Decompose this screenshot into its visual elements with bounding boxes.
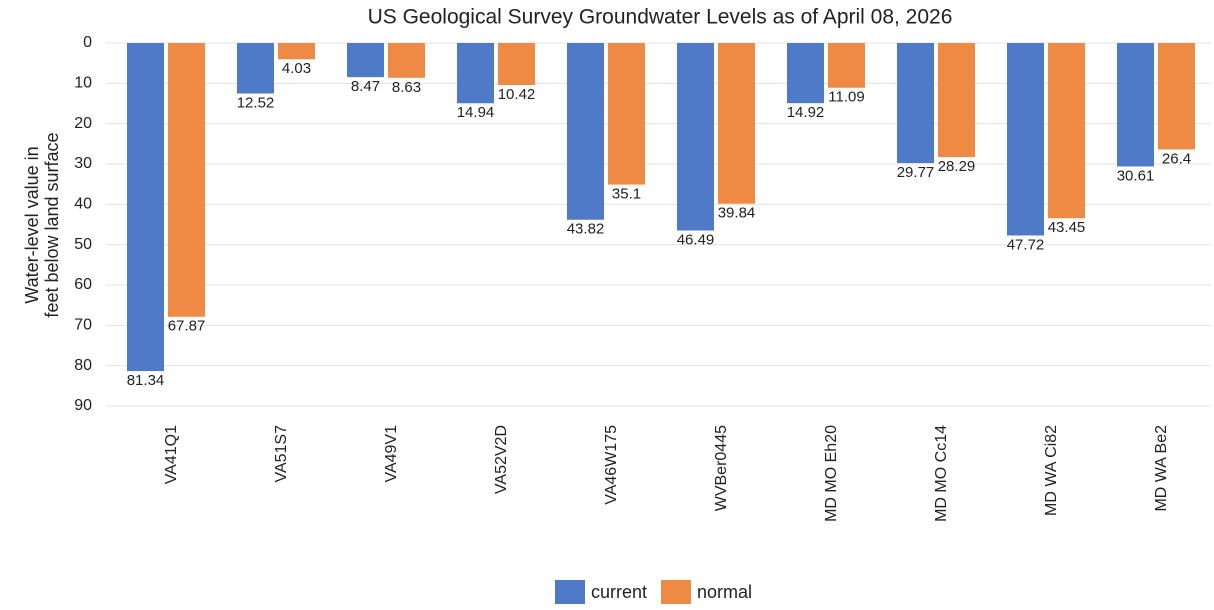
value-label: 39.84	[718, 205, 756, 222]
value-label: 35.1	[612, 186, 641, 203]
value-label: 81.34	[127, 372, 165, 389]
value-label: 43.82	[567, 221, 605, 238]
value-label: 46.49	[677, 231, 715, 248]
y-tick-label: 60	[74, 276, 92, 293]
bar	[498, 43, 535, 86]
x-tick-label: VA49V1	[383, 425, 400, 483]
bar	[278, 43, 315, 60]
legend-swatch	[661, 580, 692, 604]
value-label: 29.77	[897, 164, 935, 181]
value-label: 14.92	[787, 104, 825, 121]
bar	[1007, 43, 1044, 236]
bar	[127, 43, 164, 372]
y-tick-label: 0	[83, 34, 92, 51]
y-tick-label: 30	[74, 155, 92, 172]
value-label: 43.45	[1048, 219, 1086, 236]
bar	[567, 43, 604, 220]
bar	[1158, 43, 1195, 150]
value-label: 8.47	[351, 78, 380, 95]
value-label: 47.72	[1007, 236, 1045, 253]
y-tick-label: 20	[74, 115, 92, 132]
x-tick-label: MD MO Cc14	[933, 425, 950, 522]
y-tick-label: 50	[74, 236, 92, 253]
bar	[608, 43, 645, 185]
y-tick-label: 90	[74, 397, 92, 414]
bar	[828, 43, 865, 88]
y-axis-label: feet below land surface	[42, 132, 62, 317]
x-tick-label: MD MO Eh20	[823, 425, 840, 522]
x-tick-label: WVBer0445	[713, 425, 730, 511]
x-tick-label: VA51S7	[273, 425, 290, 483]
x-tick-label: MD WA Ci82	[1043, 425, 1060, 516]
x-tick-label: MD WA Be2	[1153, 425, 1170, 512]
bar	[168, 43, 205, 317]
value-label: 30.61	[1117, 167, 1155, 184]
value-label: 11.09	[828, 89, 864, 106]
bar	[718, 43, 755, 204]
legend-label: normal	[697, 582, 752, 602]
value-label: 8.63	[392, 79, 421, 96]
bar	[1117, 43, 1154, 167]
bar	[938, 43, 975, 158]
value-label: 26.4	[1162, 150, 1191, 167]
bar	[897, 43, 934, 164]
y-tick-label: 70	[74, 317, 92, 334]
bar	[388, 43, 425, 78]
legend-swatch	[555, 580, 585, 604]
x-tick-label: VA41Q1	[163, 425, 180, 484]
value-label: 10.42	[498, 86, 536, 103]
y-tick-label: 10	[74, 75, 92, 92]
chart-title: US Geological Survey Groundwater Levels …	[368, 6, 953, 29]
bar	[1048, 43, 1085, 219]
value-label: 12.52	[237, 94, 275, 111]
bar	[457, 43, 494, 104]
x-tick-label: VA52V2D	[493, 425, 510, 494]
y-tick-label: 40	[74, 196, 92, 213]
x-tick-label: VA46W175	[603, 425, 620, 505]
y-tick-label: 80	[74, 357, 92, 374]
value-label: 4.03	[282, 60, 311, 77]
value-label: 28.29	[938, 158, 976, 175]
bar	[347, 43, 384, 78]
bar	[237, 43, 274, 94]
bar	[787, 43, 824, 104]
value-label: 67.87	[168, 318, 206, 335]
bar	[677, 43, 714, 231]
y-axis-label: Water-level value in	[22, 146, 42, 303]
value-label: 14.94	[457, 104, 495, 121]
legend-label: current	[591, 582, 647, 602]
